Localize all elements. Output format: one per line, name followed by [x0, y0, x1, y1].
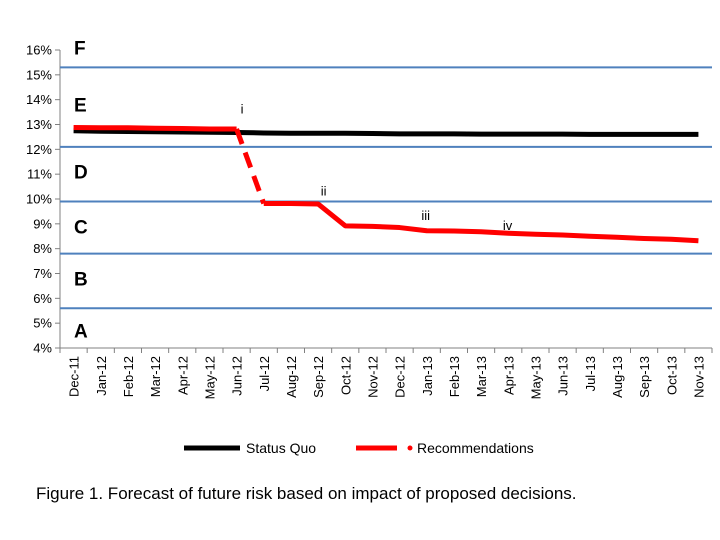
band-label: F [74, 39, 86, 60]
x-tick-label: Aug-13 [610, 356, 625, 398]
y-tick-label: 13% [26, 117, 52, 132]
x-tick-label: Dec-11 [67, 356, 82, 397]
annotation-label: iv [503, 218, 513, 233]
figure-caption: Figure 1. Forecast of future risk based … [36, 484, 577, 503]
x-tick-label: May-13 [528, 356, 543, 399]
x-tick-label: Feb-13 [447, 356, 462, 397]
x-tick-label: Oct-13 [664, 356, 679, 395]
legend-swatch-dot [407, 445, 413, 451]
legend-label-recommendations: Recommendations [417, 440, 534, 456]
y-tick-label: 14% [26, 92, 52, 107]
x-tick-label: Jun-13 [556, 356, 571, 396]
y-tick-label: 7% [33, 266, 52, 281]
x-tick-label: Aug-12 [284, 356, 299, 398]
band-label: C [74, 217, 88, 238]
y-tick-label: 4% [33, 341, 52, 356]
x-tick-label: Apr-13 [501, 356, 516, 395]
x-tick-label: Mar-12 [148, 356, 163, 397]
y-tick-label: 15% [26, 67, 52, 82]
x-tick-label: Sep-13 [637, 356, 652, 398]
x-tick-label: Nov-13 [691, 356, 706, 398]
band-label: E [74, 96, 87, 117]
x-tick-label: Feb-12 [121, 356, 136, 397]
annotation-label: ii [321, 183, 327, 198]
series-line [263, 200, 699, 244]
series-line [73, 128, 699, 137]
legend-label-status-quo: Status Quo [246, 440, 316, 456]
series-status-quo [73, 128, 699, 137]
x-tick-label: Jan-12 [94, 356, 109, 396]
x-tick-label: Jul-13 [583, 356, 598, 391]
x-tick-label: Jun-12 [230, 356, 245, 396]
y-tick-label: 12% [26, 142, 52, 157]
series-line [73, 124, 237, 132]
x-tick-label: Mar-13 [474, 356, 489, 397]
x-tick-label: Jan-13 [420, 356, 435, 396]
series-line-dashed [234, 128, 267, 205]
y-tick-label: 10% [26, 192, 52, 207]
band-label: A [74, 322, 88, 343]
band-label: B [74, 269, 88, 290]
series-recommendations [73, 124, 699, 244]
legend: Status Quo Recommendations [184, 440, 534, 456]
x-tick-label: Oct-12 [338, 356, 353, 395]
annotation-label: i [241, 101, 244, 116]
band-label: D [74, 163, 88, 184]
x-tick-label: Sep-12 [311, 356, 326, 398]
y-tick-label: 11% [27, 167, 52, 182]
x-tick-label: Nov-12 [365, 356, 380, 398]
y-tick-label: 5% [33, 316, 52, 331]
x-tick-label: Dec-12 [393, 356, 408, 398]
y-tick-label: 16% [26, 43, 52, 58]
y-tick-label: 9% [33, 216, 52, 231]
x-tick-label: Apr-12 [175, 356, 190, 395]
y-tick-label: 6% [33, 291, 52, 306]
x-tick-label: May-12 [202, 356, 217, 399]
y-tick-label: 8% [33, 241, 52, 256]
x-tick-label: Jul-12 [257, 356, 272, 391]
annotation-label: iii [421, 208, 430, 223]
